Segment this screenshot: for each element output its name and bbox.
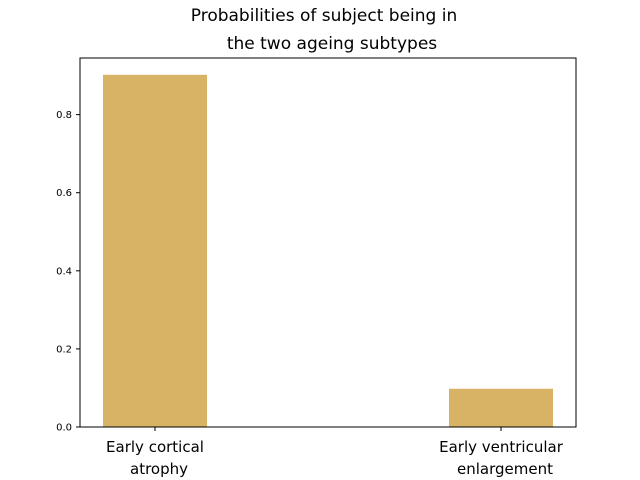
chart-title-line-2: the two ageing subtypes xyxy=(227,34,437,54)
bar-0 xyxy=(103,74,207,428)
y-tick-label-3: 0.6 xyxy=(56,188,72,199)
x-tick-label-0-line-0: Early cortical xyxy=(106,438,204,456)
y-tick-label-2: 0.4 xyxy=(56,266,72,277)
x-tick-label-0-line-1: atrophy xyxy=(130,460,188,478)
plot-frame xyxy=(79,57,577,428)
y-tick-label-1: 0.2 xyxy=(56,344,72,355)
bar-1 xyxy=(449,388,553,427)
bars-group xyxy=(103,74,553,428)
x-tick-label-1-line-1: enlargement xyxy=(457,460,553,478)
chart-title: Probabilities of subject being in the tw… xyxy=(191,6,458,54)
chart-title-line-1: Probabilities of subject being in xyxy=(191,6,458,26)
x-axis: Early cortical atrophy Early ventricular en… xyxy=(106,427,564,478)
y-tick-label-4: 0.8 xyxy=(56,110,72,121)
y-axis: 0.0 0.2 0.4 0.6 0.8 xyxy=(56,110,80,434)
y-tick-label-0: 0.0 xyxy=(56,423,72,434)
x-tick-label-1-line-0: Early ventricular xyxy=(439,438,564,456)
